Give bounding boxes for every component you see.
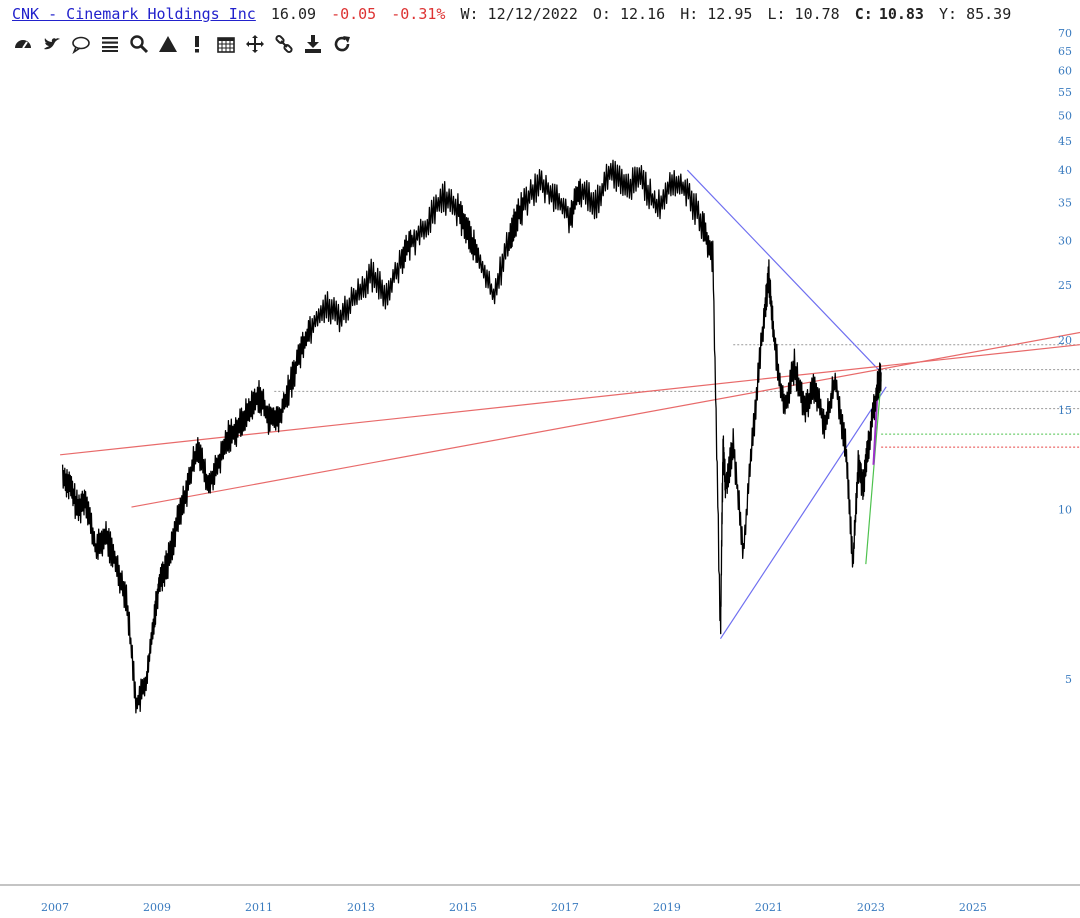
x-tick-2021: 2021 xyxy=(755,901,783,914)
price-change: -0.05 xyxy=(331,5,377,23)
x-tick-2011: 2011 xyxy=(245,901,273,914)
week-date: W: 12/12/2022 xyxy=(460,5,578,23)
chart-toolbar xyxy=(10,33,354,55)
y-tick-35: 35 xyxy=(1058,197,1072,210)
y-tick-20: 20 xyxy=(1058,334,1072,347)
y-tick-5: 5 xyxy=(1065,673,1072,686)
price-change-pct: -0.31% xyxy=(391,5,446,23)
quote-header: CNK - Cinemark Holdings Inc 16.09 -0.05 … xyxy=(12,5,1017,23)
trendline-blue-0 xyxy=(686,169,882,373)
y-value: Y: 85.39 xyxy=(939,5,1012,23)
close-value: 10.83 xyxy=(878,5,924,23)
low-value: L: 10.78 xyxy=(767,5,840,23)
high-value: H: 12.95 xyxy=(680,5,753,23)
y-axis: 5 10 15 20 25 30 35 40 45 50 55 60 65 70 xyxy=(1058,27,1072,686)
trendline-green-4 xyxy=(865,379,882,565)
x-axis: 2007 2009 2011 2013 2015 2017 2019 2021 2023 2025 xyxy=(41,901,987,914)
y-tick-45: 45 xyxy=(1058,135,1072,148)
x-tick-2007: 2007 xyxy=(41,901,69,914)
triangle-icon[interactable] xyxy=(155,33,180,55)
y-tick-65: 65 xyxy=(1058,45,1072,58)
x-tick-2009: 2009 xyxy=(143,901,171,914)
close-label: C: xyxy=(854,5,873,23)
alert-icon[interactable] xyxy=(184,33,209,55)
list-icon[interactable] xyxy=(97,33,122,55)
move-icon[interactable] xyxy=(242,33,267,55)
download-icon[interactable] xyxy=(300,33,325,55)
trendlines xyxy=(60,169,1080,640)
y-tick-70: 70 xyxy=(1058,27,1072,40)
comment-icon[interactable] xyxy=(68,33,93,55)
x-tick-2017: 2017 xyxy=(551,901,579,914)
y-tick-55: 55 xyxy=(1058,86,1072,99)
x-tick-2015: 2015 xyxy=(449,901,477,914)
search-icon[interactable] xyxy=(126,33,151,55)
y-tick-25: 25 xyxy=(1058,279,1072,292)
y-tick-50: 50 xyxy=(1058,109,1072,122)
y-tick-30: 30 xyxy=(1058,234,1072,247)
symbol-name-link[interactable]: CNK - Cinemark Holdings Inc xyxy=(12,5,256,23)
x-tick-2013: 2013 xyxy=(347,901,375,914)
price-series xyxy=(61,159,882,714)
y-tick-60: 60 xyxy=(1058,65,1072,78)
refresh-icon[interactable] xyxy=(329,33,354,55)
price-line-0 xyxy=(61,159,882,714)
trendline-blue-1 xyxy=(719,386,887,640)
gridlines xyxy=(274,344,1080,448)
twitter-icon[interactable] xyxy=(39,33,64,55)
calendar-icon[interactable] xyxy=(213,33,238,55)
y-tick-10: 10 xyxy=(1058,503,1072,516)
y-tick-40: 40 xyxy=(1058,164,1072,177)
last-price: 16.09 xyxy=(270,5,317,23)
x-tick-2019: 2019 xyxy=(653,901,681,914)
y-tick-15: 15 xyxy=(1058,404,1072,417)
open-value: O: 12.16 xyxy=(592,5,666,23)
dashboard-icon[interactable] xyxy=(10,33,35,55)
link-icon[interactable] xyxy=(271,33,296,55)
x-tick-2025: 2025 xyxy=(959,901,987,914)
x-tick-2023: 2023 xyxy=(857,901,885,914)
trendline-red-3 xyxy=(131,331,1080,508)
